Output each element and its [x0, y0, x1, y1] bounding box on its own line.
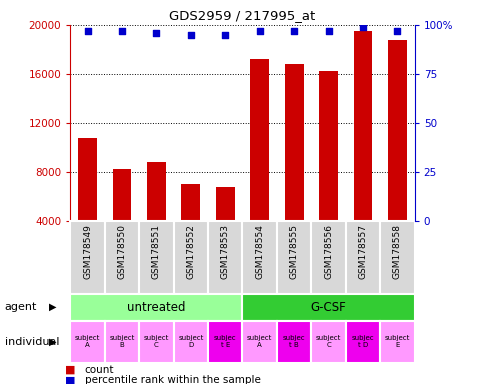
Bar — [70, 221, 105, 294]
Bar — [242, 294, 414, 321]
Text: count: count — [85, 365, 114, 375]
Bar — [215, 187, 234, 221]
Text: ▶: ▶ — [48, 337, 56, 347]
Text: GSM178550: GSM178550 — [117, 224, 126, 280]
Text: subject
E: subject E — [384, 335, 409, 348]
Bar — [112, 169, 131, 221]
Bar — [311, 221, 345, 294]
Text: G-CSF: G-CSF — [310, 301, 346, 314]
Text: subjec
t E: subjec t E — [213, 335, 236, 348]
Point — [152, 30, 160, 36]
Text: GSM178558: GSM178558 — [392, 224, 401, 280]
Bar — [105, 321, 139, 363]
Bar — [147, 162, 166, 221]
Text: agent: agent — [5, 302, 37, 312]
Text: ■: ■ — [65, 375, 76, 384]
Text: subjec
t D: subjec t D — [351, 335, 374, 348]
Point — [324, 28, 332, 34]
Bar — [139, 321, 173, 363]
Text: untreated: untreated — [127, 301, 185, 314]
Point — [289, 28, 297, 34]
Text: GSM178549: GSM178549 — [83, 224, 92, 279]
Bar — [284, 64, 303, 221]
Text: subject
B: subject B — [109, 335, 135, 348]
Bar — [208, 321, 242, 363]
Bar — [353, 31, 372, 221]
Text: ▶: ▶ — [48, 302, 56, 312]
Point — [83, 28, 91, 34]
Text: subject
A: subject A — [75, 335, 100, 348]
Bar — [70, 321, 105, 363]
Text: individual: individual — [5, 337, 59, 347]
Bar — [276, 221, 311, 294]
Text: GSM178551: GSM178551 — [151, 224, 161, 280]
Bar — [173, 221, 208, 294]
Bar — [276, 321, 311, 363]
Text: GSM178557: GSM178557 — [358, 224, 367, 280]
Bar — [379, 221, 414, 294]
Text: subject
A: subject A — [246, 335, 272, 348]
Point — [393, 28, 401, 34]
Text: percentile rank within the sample: percentile rank within the sample — [85, 375, 260, 384]
Title: GDS2959 / 217995_at: GDS2959 / 217995_at — [169, 9, 315, 22]
Bar — [70, 294, 242, 321]
Bar — [139, 221, 173, 294]
Bar — [181, 184, 200, 221]
Point — [358, 24, 366, 30]
Text: subject
C: subject C — [315, 335, 341, 348]
Bar — [78, 137, 97, 221]
Text: GSM178552: GSM178552 — [186, 224, 195, 279]
Point — [221, 32, 228, 38]
Bar — [318, 71, 337, 221]
Text: subjec
t B: subjec t B — [282, 335, 305, 348]
Bar — [311, 321, 345, 363]
Text: GSM178553: GSM178553 — [220, 224, 229, 280]
Bar — [345, 321, 379, 363]
Bar — [242, 221, 276, 294]
Bar — [345, 221, 379, 294]
Point — [186, 32, 194, 38]
Bar — [208, 221, 242, 294]
Text: subject
C: subject C — [143, 335, 169, 348]
Bar — [387, 40, 406, 221]
Bar — [105, 221, 139, 294]
Text: GSM178554: GSM178554 — [255, 224, 264, 279]
Bar — [242, 321, 276, 363]
Text: GSM178555: GSM178555 — [289, 224, 298, 280]
Text: subject
D: subject D — [178, 335, 203, 348]
Point — [256, 28, 263, 34]
Text: GSM178556: GSM178556 — [323, 224, 333, 280]
Bar — [173, 321, 208, 363]
Bar — [379, 321, 414, 363]
Text: ■: ■ — [65, 365, 76, 375]
Point — [118, 28, 126, 34]
Bar — [250, 59, 269, 221]
